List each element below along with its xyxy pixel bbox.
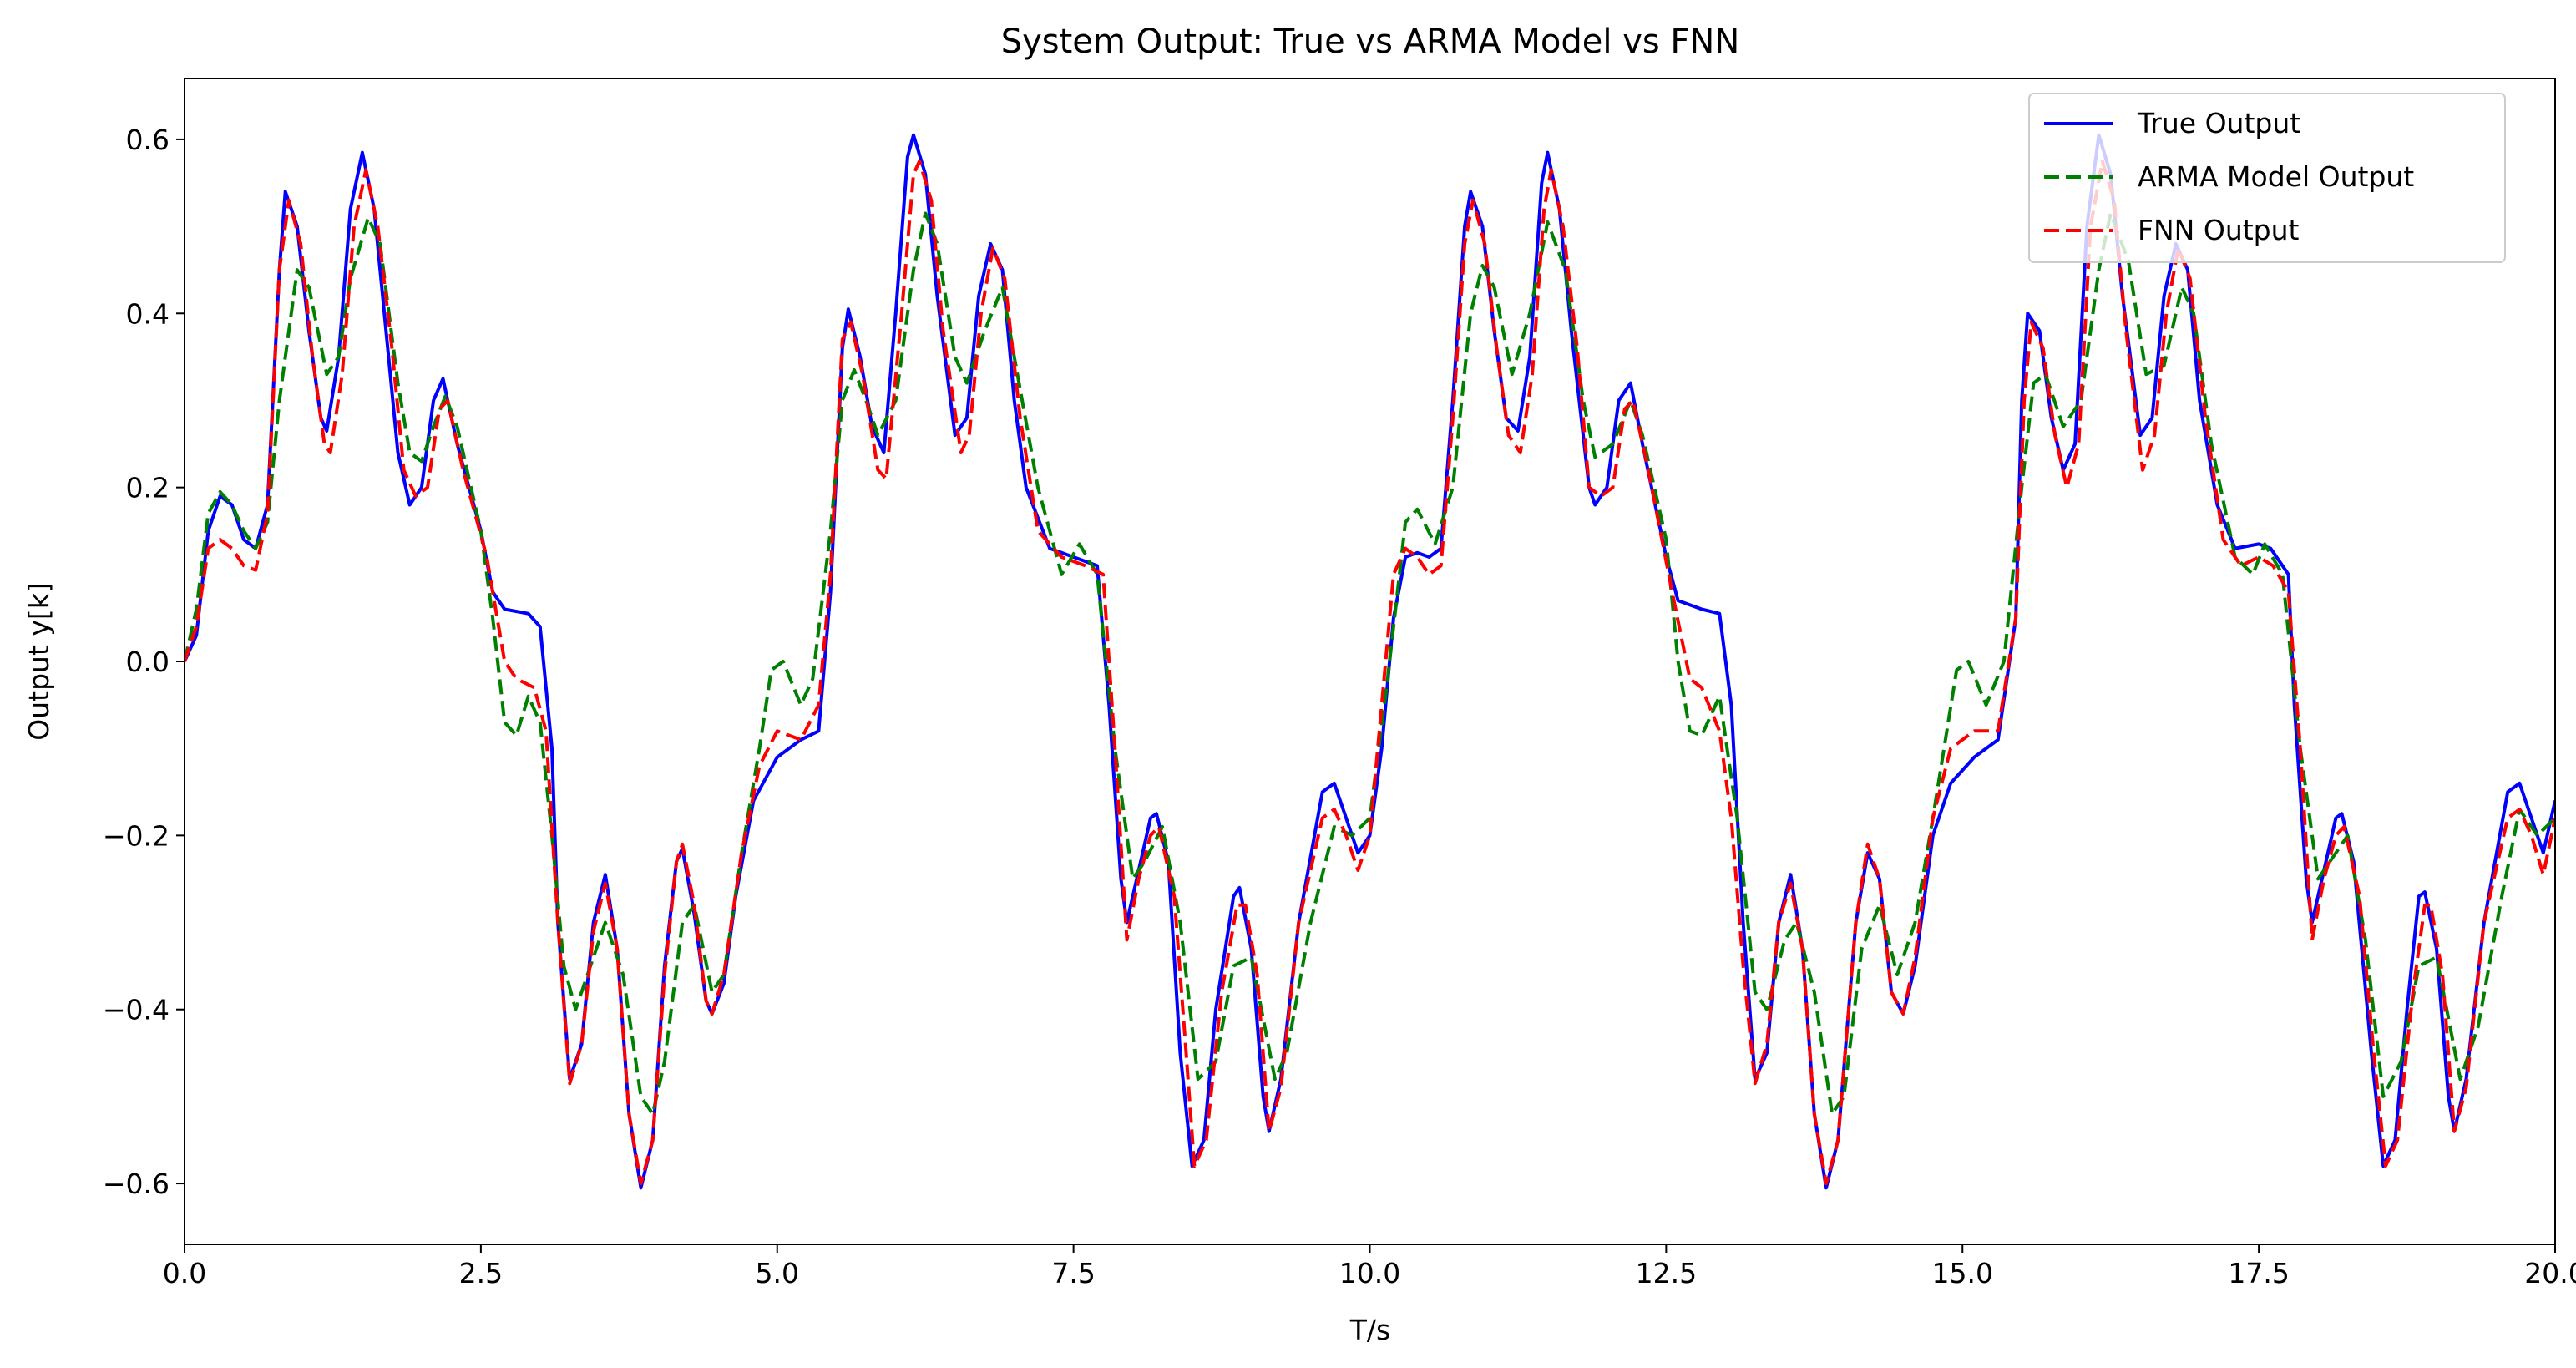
legend-box [2028, 93, 2506, 263]
x-tick-label: 17.5 [2228, 1257, 2289, 1289]
y-tick-label: −0.4 [103, 994, 170, 1026]
x-tick-label: 12.5 [1636, 1257, 1697, 1289]
y-tick-label: 0.6 [126, 124, 170, 156]
x-tick-label: 15.0 [1932, 1257, 1993, 1289]
y-tick-label: −0.6 [103, 1168, 170, 1200]
x-tick-label: 0.0 [163, 1257, 206, 1289]
x-tick-label: 20.0 [2524, 1257, 2576, 1289]
y-tick-label: −0.2 [103, 819, 170, 852]
legend-label: FNN Output [2138, 214, 2300, 246]
chart-title: System Output: True vs ARMA Model vs FNN [1001, 23, 1740, 61]
x-axis-label: T/s [1349, 1314, 1390, 1346]
series-line-fnn-output [185, 160, 2555, 1186]
series-layer [185, 133, 2555, 1190]
y-tick-label: 0.2 [126, 472, 170, 504]
x-tick-label: 5.0 [756, 1257, 799, 1289]
y-tick-label: 0.0 [126, 646, 170, 678]
y-tick-label: 0.4 [126, 297, 170, 330]
x-tick-label: 2.5 [459, 1257, 503, 1289]
x-axis: 0.0 2.5 5.0 7.5 10.0 12.5 15.0 17.5 20.0 [163, 1244, 2576, 1289]
legend: True Output ARMA Model Output FNN Output [2028, 93, 2506, 263]
x-tick-label: 10.0 [1339, 1257, 1400, 1289]
y-axis-label: Output y[k] [23, 582, 55, 741]
legend-label: True Output [2137, 107, 2300, 139]
legend-label: ARMA Model Output [2138, 160, 2414, 193]
x-tick-label: 7.5 [1051, 1257, 1095, 1289]
y-axis: −0.6 −0.4 −0.2 0.0 0.2 0.4 0.6 [103, 124, 185, 1200]
